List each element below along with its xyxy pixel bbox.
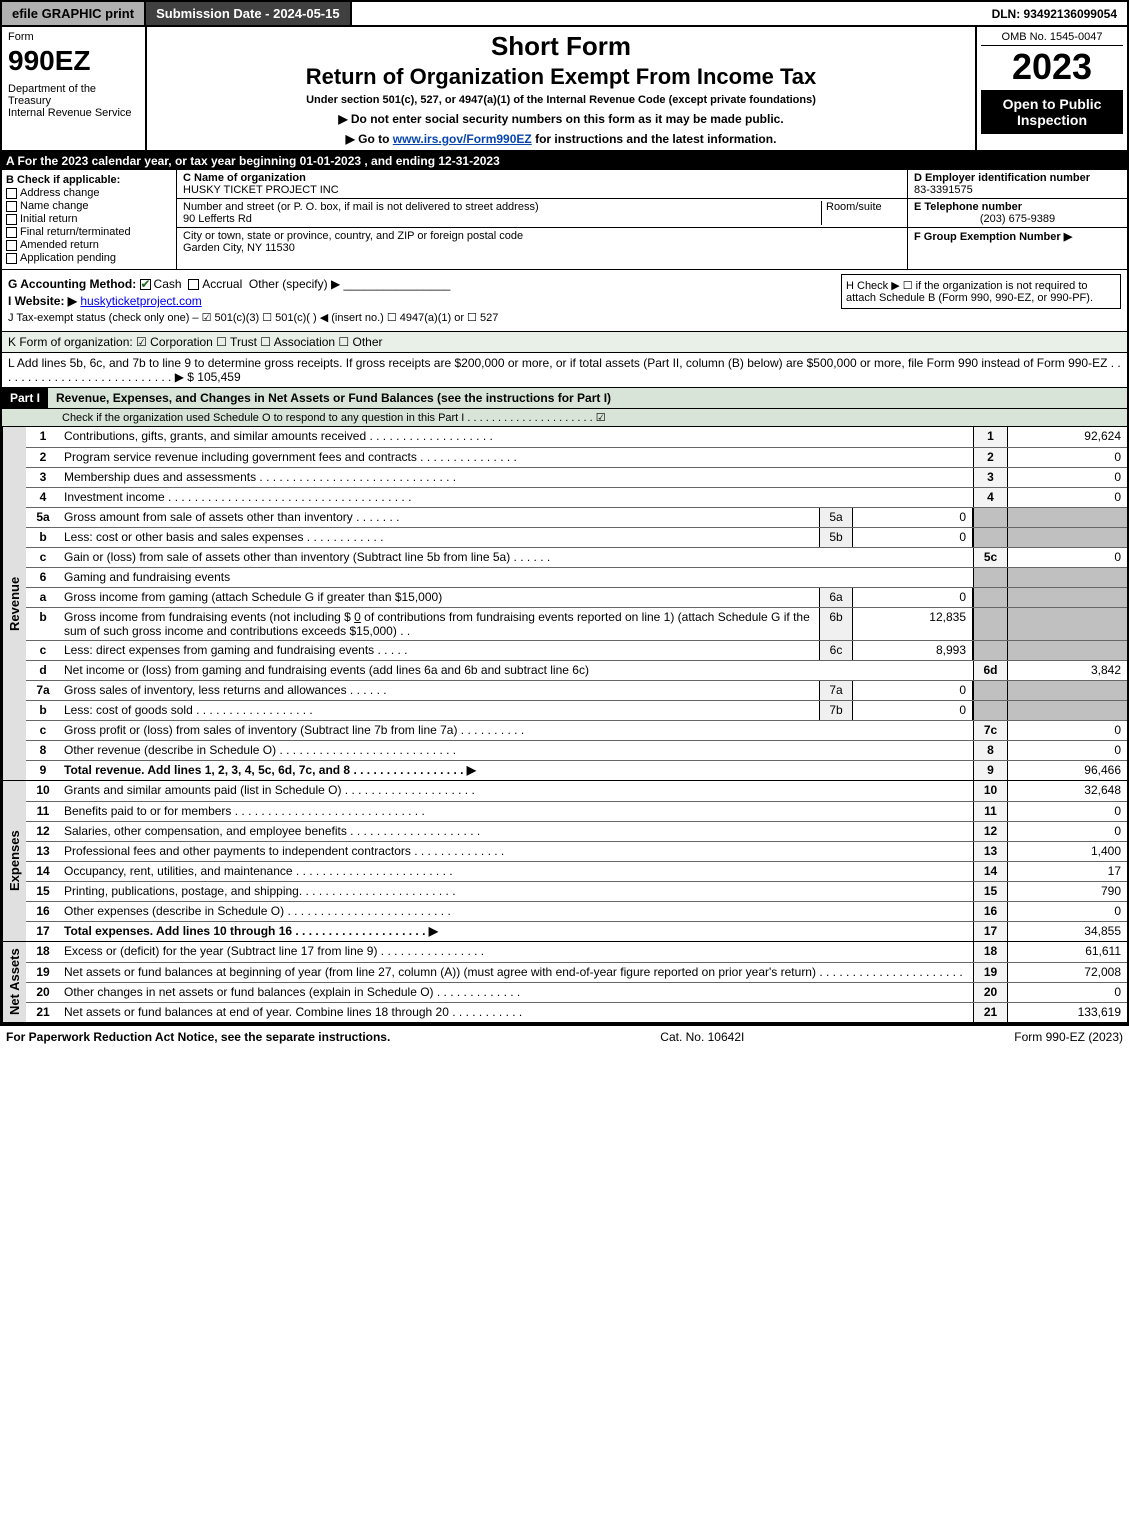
top-bar: efile GRAPHIC print Submission Date - 20… [0, 0, 1129, 27]
cat-no: Cat. No. 10642I [660, 1030, 744, 1044]
section-c: C Name of organizationHUSKY TICKET PROJE… [177, 170, 907, 269]
short-form-title: Short Form [151, 31, 971, 62]
form-ref: Form 990-EZ (2023) [1014, 1030, 1123, 1044]
irs-link[interactable]: www.irs.gov/Form990EZ [393, 132, 532, 146]
dept-treasury: Department of the Treasury [8, 83, 139, 107]
efile-print-button[interactable]: efile GRAPHIC print [2, 2, 146, 25]
revenue-sidelabel: Revenue [2, 427, 26, 780]
checkbox-pending[interactable] [6, 253, 17, 264]
main-title: Return of Organization Exempt From Incom… [151, 64, 971, 90]
part-1-title: Revenue, Expenses, and Changes in Net As… [48, 388, 619, 408]
omb-number: OMB No. 1545-0047 [981, 31, 1123, 46]
paperwork-notice: For Paperwork Reduction Act Notice, see … [6, 1030, 390, 1044]
open-to-public: Open to Public Inspection [981, 90, 1123, 134]
form-header: Form 990EZ Department of the Treasury In… [0, 27, 1129, 152]
dln-label: DLN: 93492136099054 [982, 2, 1127, 25]
section-f: F Group Exemption Number ▶ [908, 228, 1127, 245]
section-k: K Form of organization: ☑ Corporation ☐ … [2, 331, 1127, 352]
website-link[interactable]: huskyticketproject.com [80, 294, 201, 308]
section-j: J Tax-exempt status (check only one) – ☑… [8, 311, 1121, 324]
submission-date-button[interactable]: Submission Date - 2024-05-15 [146, 2, 352, 25]
section-l: L Add lines 5b, 6c, and 7b to line 9 to … [2, 352, 1127, 387]
section-b: B Check if applicable: Address change Na… [2, 170, 177, 269]
line-a: A For the 2023 calendar year, or tax yea… [0, 152, 1129, 170]
section-d: D Employer identification number83-33915… [908, 170, 1127, 199]
subtitle: Under section 501(c), 527, or 4947(a)(1)… [151, 94, 971, 106]
checkbox-cash[interactable] [140, 279, 151, 290]
form-number: 990EZ [8, 45, 139, 77]
checkbox-initial-return[interactable] [6, 214, 17, 225]
checkbox-final-return[interactable] [6, 227, 17, 238]
checkbox-accrual[interactable] [188, 279, 199, 290]
goto-note: ▶ Go to www.irs.gov/Form990EZ for instru… [151, 132, 971, 146]
section-e: E Telephone number(203) 675-9389 [908, 199, 1127, 228]
part-1-check: Check if the organization used Schedule … [2, 408, 1127, 426]
checkbox-address-change[interactable] [6, 188, 17, 199]
netassets-sidelabel: Net Assets [2, 942, 26, 1022]
form-label: Form [8, 31, 139, 43]
section-h: H Check ▶ ☐ if the organization is not r… [841, 274, 1121, 309]
part-1-label: Part I [2, 388, 48, 408]
footer: For Paperwork Reduction Act Notice, see … [0, 1024, 1129, 1048]
expenses-sidelabel: Expenses [2, 781, 26, 941]
checkbox-name-change[interactable] [6, 201, 17, 212]
ssn-note: ▶ Do not enter social security numbers o… [151, 112, 971, 126]
checkbox-amended[interactable] [6, 240, 17, 251]
tax-year: 2023 [981, 46, 1123, 88]
dept-irs: Internal Revenue Service [8, 107, 139, 119]
